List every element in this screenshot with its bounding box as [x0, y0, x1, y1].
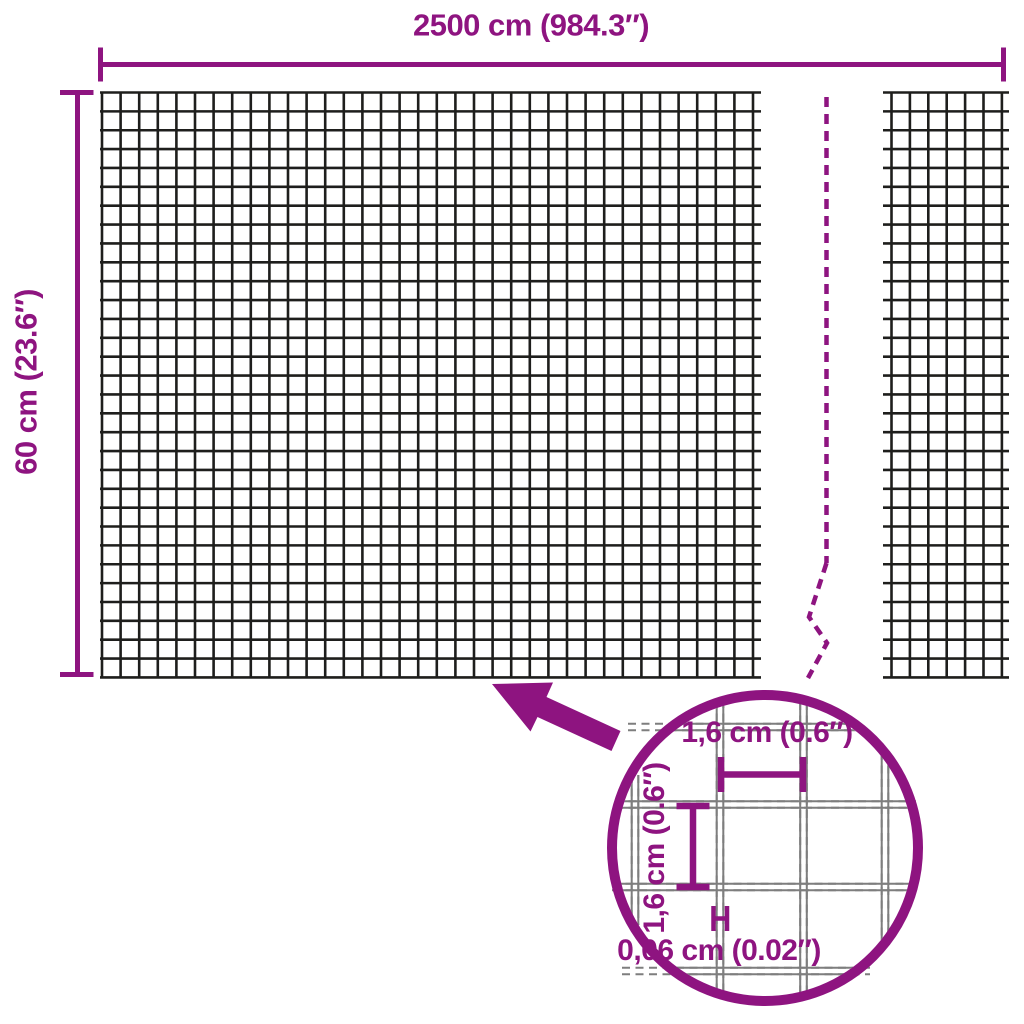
mesh-cell-height-marker [676, 802, 710, 891]
mesh-panel-left [100, 91, 761, 679]
mesh-cell-height-label: 1,6 cm (0.6″) [638, 762, 671, 934]
height-dimension-line [60, 90, 94, 677]
width-dimension-line [98, 47, 1006, 82]
break-line [806, 97, 830, 680]
roll-height-label: 60 cm (23.6″) [8, 289, 44, 475]
wire-thickness-marker [711, 906, 730, 931]
mesh-cell-width-marker [717, 757, 807, 792]
magnifier-arrow [492, 682, 621, 751]
mesh-panel-right [883, 91, 1009, 679]
roll-width-label: 2500 cm (984.3″) [412, 7, 650, 43]
wire-thickness-label: 0,06 cm (0.02″) [617, 934, 821, 967]
mesh-cell-width-label: 1,6 cm (0.6″) [681, 716, 853, 749]
magnifier-circle [607, 690, 923, 1006]
